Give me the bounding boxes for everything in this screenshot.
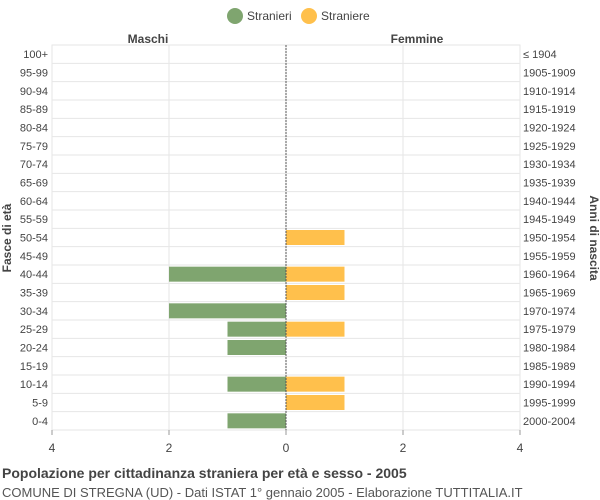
age-group-label: 70-74 [20,159,48,171]
birth-year-label: 1980-1984 [523,343,576,355]
age-group-label: 15-19 [20,361,48,373]
x-tick-label: 2 [400,441,407,455]
birth-year-label: 1915-1919 [523,104,576,116]
birth-year-label: 1930-1934 [523,159,576,171]
age-group-label: 35-39 [20,288,48,300]
legend: Stranieri Straniere [227,8,370,24]
bar-straniere-40-44 [286,266,345,282]
bar-straniere-35-39 [286,285,345,300]
age-group-label: 100+ [23,49,48,61]
age-group-label: 60-64 [20,196,48,208]
y-axis-label-right: Anni di nascita [587,195,600,281]
age-group-label: 80-84 [20,123,48,135]
birth-year-label: 1995-1999 [523,398,576,410]
age-group-label: 20-24 [20,343,48,355]
legend-marker-straniere [301,8,317,24]
age-group-label: 95-99 [20,68,48,80]
legend-marker-stranieri [227,8,243,24]
age-group-label: 25-29 [20,324,48,336]
birth-year-label: 1905-1909 [523,68,576,80]
birth-year-label: 1940-1944 [523,196,576,208]
age-group-label: 90-94 [20,86,48,98]
birth-year-label: 1960-1964 [523,269,576,281]
bar-straniere-50-54 [286,230,345,245]
birth-year-label: 1965-1969 [523,288,576,300]
bars [169,45,345,430]
birth-year-label: 1970-1974 [523,306,576,318]
birth-year-label: 1955-1959 [523,251,576,263]
birth-year-label: 2000-2004 [523,416,576,428]
bar-straniere-25-29 [286,321,345,337]
y-axis-label-left: Fasce di età [0,203,14,272]
birth-year-label: 1975-1979 [523,324,576,336]
birth-year-label: 1945-1949 [523,214,576,226]
age-group-label: 5-9 [32,398,48,410]
bar-stranieri-25-29 [227,321,286,337]
bar-stranieri-30-34 [169,303,286,319]
legend-label-straniere: Straniere [321,9,370,23]
bar-stranieri-0-4 [227,413,286,429]
age-group-label: 55-59 [20,214,48,226]
age-group-label: 75-79 [20,141,48,153]
chart-title: Popolazione per cittadinanza straniera p… [2,465,407,481]
bar-stranieri-20-24 [227,340,286,355]
birth-year-label: 1990-1994 [523,379,576,391]
x-tick-label: 4 [49,441,56,455]
birth-year-label: 1935-1939 [523,178,576,190]
birth-year-label: 1920-1924 [523,123,576,135]
birth-year-label: 1925-1929 [523,141,576,153]
header-left-label: Maschi [128,32,169,46]
bar-stranieri-40-44 [169,266,286,282]
bar-straniere-10-14 [286,376,345,392]
age-group-label: 45-49 [20,251,48,263]
age-group-label: 50-54 [20,233,48,245]
x-tick-label: 2 [166,441,173,455]
bar-straniere-5-9 [286,395,345,410]
header-right-label: Femmine [391,32,444,46]
age-group-label: 65-69 [20,178,48,190]
birth-year-label: 1950-1954 [523,233,576,245]
birth-year-label: ≤ 1904 [523,49,557,61]
legend-label-stranieri: Stranieri [247,9,292,23]
age-group-label: 10-14 [20,379,48,391]
age-group-label: 40-44 [20,269,48,281]
chart-source: COMUNE DI STREGNA (UD) - Dati ISTAT 1° g… [2,485,523,500]
age-group-label: 30-34 [20,306,48,318]
birth-year-label: 1985-1989 [523,361,576,373]
age-group-label: 85-89 [20,104,48,116]
birth-year-label: 1910-1914 [523,86,576,98]
x-tick-label: 0 [283,441,290,455]
labels: 100+ ≤ 1904 95-99 1905-1909 90-94 1910-1914 85… [20,49,576,455]
age-group-label: 0-4 [32,416,48,428]
bar-stranieri-10-14 [227,376,286,392]
x-tick-label: 4 [517,441,524,455]
